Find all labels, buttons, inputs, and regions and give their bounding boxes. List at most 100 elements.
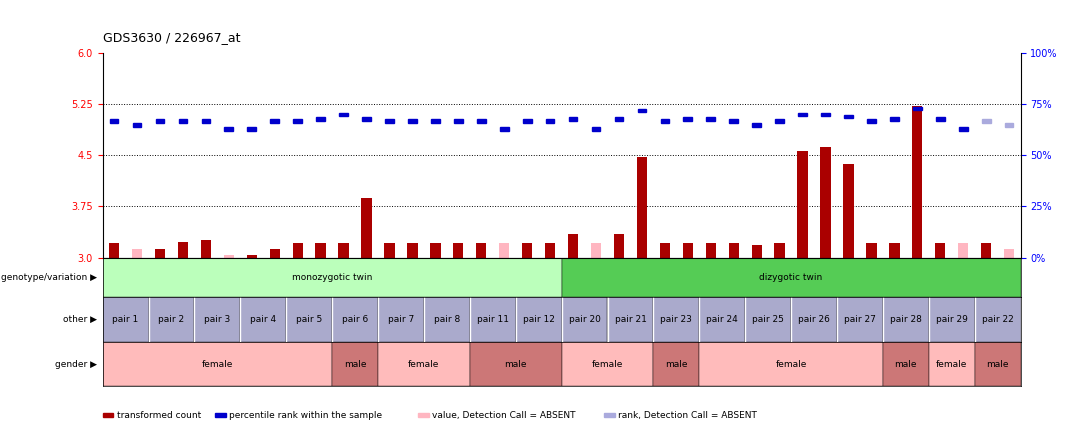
Bar (653, 297, 699, 342)
Bar (774, 242, 785, 258)
Text: value, Detection Call = ABSENT: value, Detection Call = ABSENT (432, 411, 576, 420)
Bar (845, 115, 853, 119)
Text: male: male (504, 360, 527, 369)
Bar (882, 297, 929, 342)
Text: rank, Detection Call = ABSENT: rank, Detection Call = ABSENT (618, 411, 757, 420)
Bar (286, 297, 333, 342)
Text: pair 22: pair 22 (982, 315, 1013, 324)
Bar (913, 107, 921, 110)
Bar (568, 234, 578, 258)
Text: dizygotic twin: dizygotic twin (759, 273, 823, 282)
Bar (545, 242, 555, 258)
Bar (522, 242, 532, 258)
Text: female: female (775, 360, 807, 369)
Text: female: female (408, 360, 440, 369)
Text: monozygotic twin: monozygotic twin (292, 273, 373, 282)
Text: pair 25: pair 25 (752, 315, 784, 324)
Bar (224, 255, 234, 258)
Bar (1004, 250, 1014, 258)
Bar (705, 242, 716, 258)
Bar (607, 297, 653, 342)
Text: transformed count: transformed count (117, 411, 201, 420)
Bar (637, 158, 647, 258)
Bar (797, 151, 808, 258)
Bar (613, 234, 624, 258)
Text: pair 23: pair 23 (660, 315, 692, 324)
Bar (562, 297, 607, 342)
Bar (821, 147, 831, 258)
Bar (103, 342, 333, 386)
Bar (866, 242, 877, 258)
Bar (225, 127, 233, 131)
Text: pair 7: pair 7 (388, 315, 414, 324)
Bar (791, 297, 837, 342)
Bar (103, 258, 562, 297)
Bar (913, 107, 922, 258)
Text: pair 5: pair 5 (296, 315, 322, 324)
Bar (889, 242, 900, 258)
Bar (109, 242, 119, 258)
Bar (133, 123, 141, 127)
Bar (545, 119, 554, 123)
Bar (706, 117, 715, 120)
Bar (775, 119, 784, 123)
Bar (821, 113, 829, 116)
Bar (959, 127, 968, 131)
Bar (202, 119, 211, 123)
Text: pair 11: pair 11 (476, 315, 509, 324)
Bar (929, 342, 974, 386)
Bar (975, 297, 1021, 342)
Bar (929, 297, 974, 342)
Bar (935, 242, 945, 258)
Text: pair 6: pair 6 (342, 315, 368, 324)
Text: pair 2: pair 2 (159, 315, 185, 324)
Bar (149, 297, 194, 342)
Bar (975, 342, 1021, 386)
Bar (132, 250, 143, 258)
Text: pair 12: pair 12 (523, 315, 555, 324)
Bar (729, 119, 738, 123)
Bar (194, 297, 240, 342)
Bar (684, 117, 692, 120)
Bar (753, 123, 761, 127)
Bar (562, 342, 653, 386)
Text: female: female (592, 360, 623, 369)
Bar (110, 119, 119, 123)
Bar (294, 119, 302, 123)
Text: gender ▶: gender ▶ (55, 360, 97, 369)
Bar (637, 109, 646, 112)
Bar (431, 119, 440, 123)
Bar (476, 242, 486, 258)
Bar (592, 127, 600, 131)
Text: pair 26: pair 26 (798, 315, 831, 324)
Bar (500, 127, 509, 131)
Bar (178, 242, 188, 258)
Text: male: male (986, 360, 1009, 369)
Bar (156, 119, 164, 123)
Text: pair 29: pair 29 (935, 315, 968, 324)
Bar (430, 242, 441, 258)
Bar (470, 342, 562, 386)
Bar (569, 117, 578, 120)
Bar (362, 198, 372, 258)
Bar (660, 242, 670, 258)
Bar (338, 242, 349, 258)
Bar (982, 119, 990, 123)
Bar (316, 117, 325, 120)
Text: pair 3: pair 3 (204, 315, 230, 324)
Text: male: male (343, 360, 366, 369)
Text: pair 27: pair 27 (843, 315, 876, 324)
Bar (683, 242, 693, 258)
Bar (700, 342, 883, 386)
Text: male: male (894, 360, 917, 369)
Bar (333, 342, 378, 386)
Bar (270, 249, 280, 258)
Bar (362, 117, 370, 120)
Bar (201, 241, 211, 258)
Bar (477, 119, 486, 123)
Bar (661, 119, 670, 123)
Bar (454, 242, 463, 258)
Text: female: female (202, 360, 233, 369)
Text: pair 21: pair 21 (615, 315, 647, 324)
Bar (378, 297, 423, 342)
